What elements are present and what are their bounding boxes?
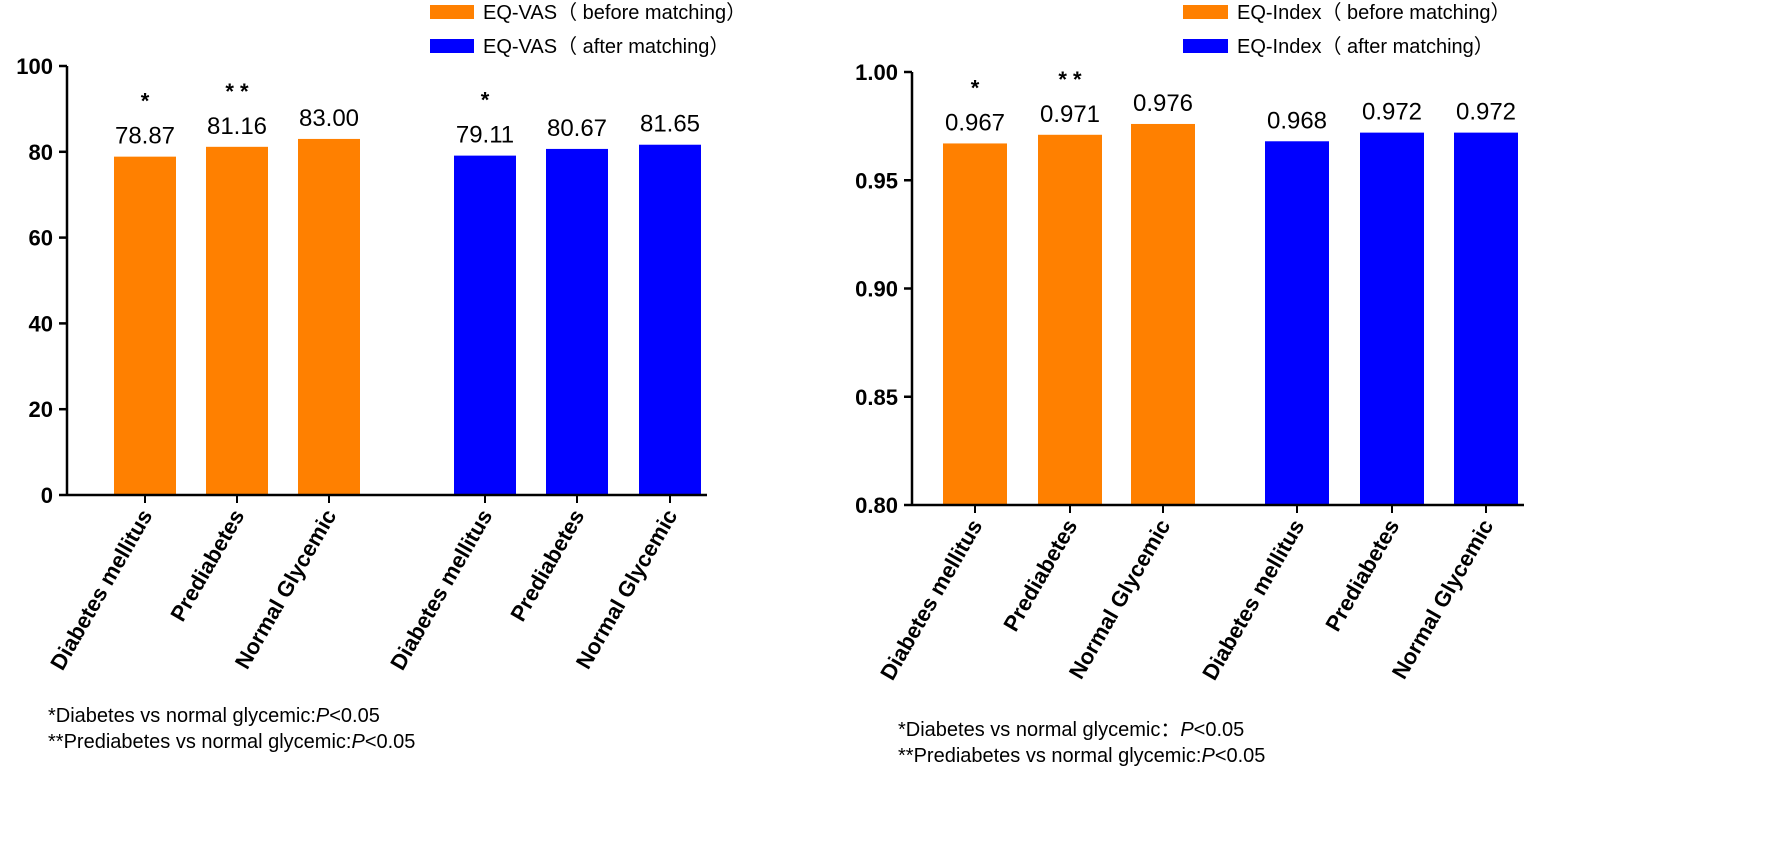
footnote-prediabetes-vas: **Prediabetes vs normal glycemic:P<0.05 [48, 731, 416, 753]
significance-mark-before-prediabetes: * * [1058, 67, 1082, 92]
value-label-after-normal-glycemic: 81.65 [640, 111, 700, 138]
y-tick-label-60: 60 [29, 226, 53, 251]
x-tick-label-before-diabetes-mellitus: Diabetes mellitus [45, 505, 157, 674]
bar-after-normal-glycemic [639, 144, 701, 495]
value-label-after-prediabetes: 80.67 [547, 115, 607, 142]
legend-swatch-before [430, 5, 474, 19]
bar-before-prediabetes [206, 146, 268, 495]
legend-label-after: EQ-VAS（ after matching） [483, 35, 729, 58]
bar-before-diabetes-mellitus [943, 143, 1007, 505]
eq-index-chart: 0.967 * Diabetes mellitus 0.971 * * Prediabet… [855, 1, 1524, 684]
eq-vas-chart: 78.87 * Diabetes mellitus 81.16 * * Prediabet… [16, 1, 746, 674]
legend-label-after: EQ-Index（ after matching） [1237, 35, 1494, 58]
x-tick-label-before-prediabetes: Prediabetes [998, 515, 1082, 636]
significance-mark-before-diabetes-mellitus: * [971, 75, 980, 100]
footnote-diabetes-vas: *Diabetes vs normal glycemic:P<0.05 [48, 705, 380, 727]
bar-after-diabetes-mellitus [454, 155, 516, 495]
y-tick-label-0-90: 0.90 [855, 277, 898, 302]
legend-label-before: EQ-VAS（ before matching） [483, 1, 746, 24]
value-label-after-diabetes-mellitus: 79.11 [456, 122, 514, 149]
x-tick-label-after-diabetes-mellitus: Diabetes mellitus [385, 505, 497, 674]
footnote-diabetes-index: *Diabetes vs normal glycemic：P<0.05 [898, 719, 1245, 741]
x-tick-label-after-normal-glycemic: Normal Glycemic [571, 505, 683, 673]
y-tick-label-0-95: 0.95 [855, 168, 898, 193]
bar-after-normal-glycemic [1454, 132, 1518, 505]
y-tick-label-80: 80 [29, 140, 53, 165]
x-tick-label-after-normal-glycemic: Normal Glycemic [1387, 515, 1499, 683]
bar-before-diabetes-mellitus [114, 156, 176, 495]
x-tick-label-after-diabetes-mellitus: Diabetes mellitus [1197, 515, 1309, 684]
legend-swatch-after [1183, 39, 1228, 53]
value-label-before-prediabetes: 0.971 [1040, 101, 1100, 128]
value-label-before-diabetes-mellitus: 78.87 [115, 123, 175, 150]
y-tick-label-40: 40 [29, 311, 53, 336]
value-label-after-prediabetes: 0.972 [1362, 99, 1422, 126]
x-tick-label-after-prediabetes: Prediabetes [505, 505, 589, 626]
significance-mark-after-diabetes-mellitus: * [481, 88, 490, 113]
bar-after-prediabetes [546, 148, 608, 495]
bar-after-diabetes-mellitus [1265, 141, 1329, 505]
y-tick-label-20: 20 [29, 397, 53, 422]
bar-before-normal-glycemic [1131, 123, 1195, 506]
x-tick-label-before-normal-glycemic: Normal Glycemic [230, 505, 342, 673]
value-label-after-diabetes-mellitus: 0.968 [1267, 107, 1327, 134]
value-label-before-prediabetes: 81.16 [207, 113, 267, 140]
legend-swatch-after [430, 39, 474, 53]
significance-mark-before-diabetes-mellitus: * [141, 89, 150, 114]
bar-before-prediabetes [1038, 134, 1102, 505]
legend-swatch-before [1183, 5, 1228, 19]
value-label-before-normal-glycemic: 83.00 [299, 105, 359, 132]
y-tick-label-0: 0 [41, 483, 53, 508]
bar-after-prediabetes [1360, 132, 1424, 505]
y-tick-label-0-80: 0.80 [855, 493, 898, 518]
bar-before-normal-glycemic [298, 138, 360, 495]
x-tick-label-after-prediabetes: Prediabetes [1320, 515, 1404, 636]
footnote-prediabetes-index: **Prediabetes vs normal glycemic:P<0.05 [898, 745, 1266, 767]
significance-mark-before-prediabetes: * * [225, 79, 249, 104]
y-tick-label-0-85: 0.85 [855, 385, 898, 410]
x-tick-label-before-prediabetes: Prediabetes [165, 505, 249, 626]
value-label-before-normal-glycemic: 0.976 [1133, 90, 1193, 117]
value-label-before-diabetes-mellitus: 0.967 [945, 109, 1005, 136]
x-tick-label-before-diabetes-mellitus: Diabetes mellitus [875, 515, 987, 684]
y-tick-label-100: 100 [16, 54, 53, 79]
y-tick-label-1-00: 1.00 [855, 60, 898, 85]
value-label-after-normal-glycemic: 0.972 [1456, 99, 1516, 126]
x-tick-label-before-normal-glycemic: Normal Glycemic [1064, 515, 1176, 683]
legend-label-before: EQ-Index（ before matching） [1237, 1, 1510, 24]
